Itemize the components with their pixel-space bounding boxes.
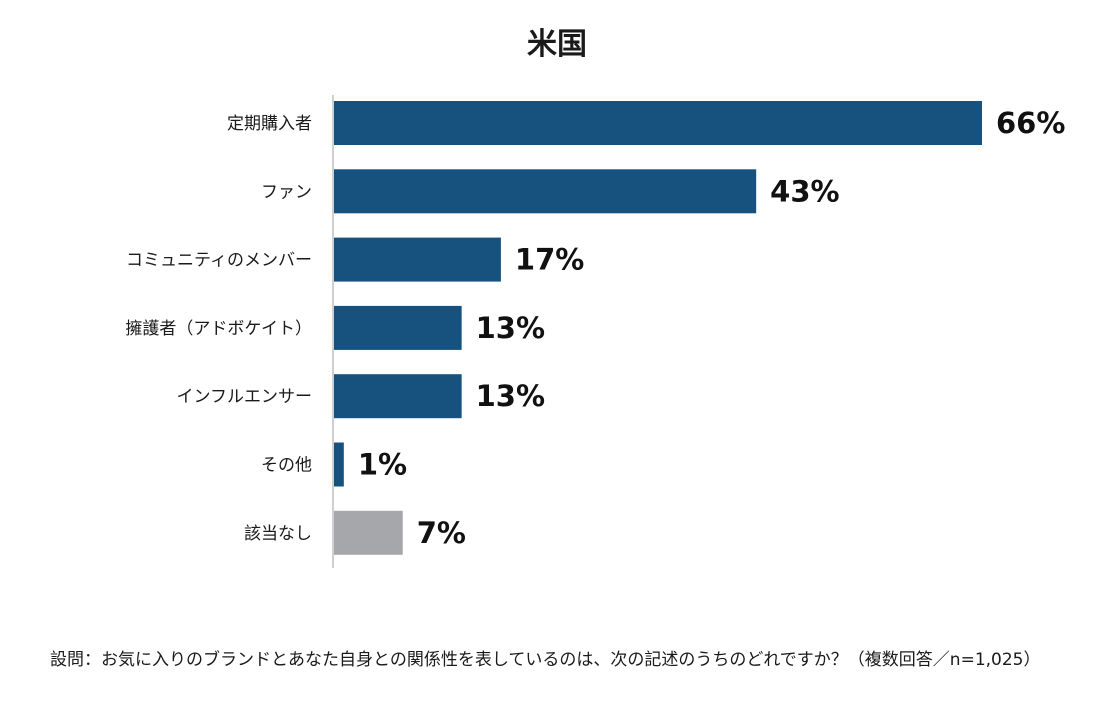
survey-question-footnote: 設問：お気に入りのブランドとあなた自身との関係性を表しているのは、次の記述のうち… [50,650,1041,670]
value-label-5: 13% [476,379,545,413]
category-label-2: ファン [261,182,312,202]
bar-1 [334,101,982,145]
category-label-3: コミュニティのメンバー [126,251,312,271]
bar-7 [334,510,403,555]
value-label-6: 1% [358,448,407,482]
bar-chart: 米国 定期購入者 66% ファン 43% コミュニティのメンバー 17% 擁護者（アドボケイ… [125,27,1065,568]
category-label-4: 擁護者（アドボケイト） [125,319,312,339]
bar-4 [334,305,462,350]
value-label-1: 66% [996,106,1065,140]
category-label-6: その他 [261,456,312,476]
bar-6 [334,442,344,487]
value-label-4: 13% [476,311,545,345]
bar-3 [334,237,501,282]
value-label-7: 7% [417,516,466,550]
bar-group: 定期購入者 66% ファン 43% コミュニティのメンバー 17% 擁護者（アドボケイト） 1… [125,101,1065,555]
chart-title: 米国 [527,27,587,62]
category-label-7: 該当なし [244,524,312,544]
category-label-1: 定期購入者 [227,114,312,134]
category-label-5: インフルエンサー [177,387,313,407]
bar-2 [334,169,757,214]
value-label-2: 43% [770,174,839,208]
value-label-3: 17% [515,243,584,277]
bar-5 [334,374,462,419]
